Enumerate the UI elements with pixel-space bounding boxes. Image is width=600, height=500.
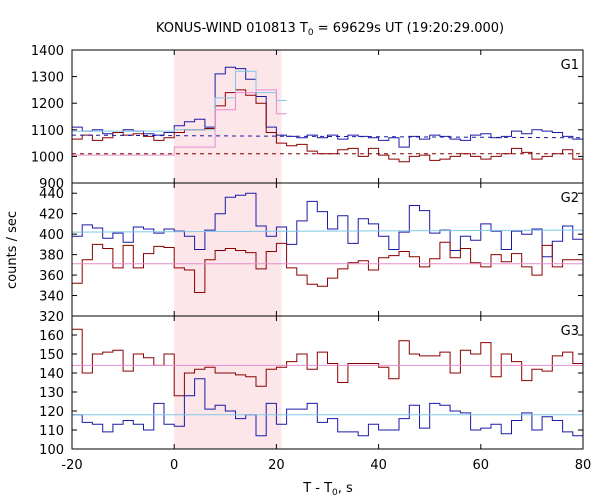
g2-series-1-counts	[72, 192, 583, 258]
g1-y-tick-label: 1000	[31, 150, 64, 165]
g2-y-tick-label: 380	[39, 249, 64, 264]
x-tick-label: 40	[370, 458, 387, 473]
x-axis-label: T - T0, s	[302, 481, 353, 498]
g1-y-tick-label: 1400	[31, 44, 64, 59]
g2-panel-label: G2	[561, 191, 579, 206]
g2-y-tick-label: 420	[39, 208, 64, 223]
g1-y-tick-label: 1100	[31, 124, 64, 139]
x-tick-label: 0	[170, 458, 178, 473]
plot-area: 90010001100120013001400G1320340360380400…	[31, 44, 591, 473]
g1-series-1-counts	[72, 66, 583, 148]
g3-panel-label: G3	[561, 324, 579, 339]
g3-y-tick-label: 130	[39, 386, 64, 401]
x-tick-label: -20	[61, 458, 82, 473]
y-axis-label: counts / sec	[5, 211, 20, 289]
g3-y-tick-label: 140	[39, 367, 64, 382]
g1-series-4-counts	[72, 89, 287, 156]
g2-series-3-mean	[71, 229, 584, 233]
g2-y-tick-label: 360	[39, 269, 64, 284]
g3-y-tick-label: 120	[39, 405, 64, 420]
burst-interval-band	[174, 50, 282, 449]
g1-panel-label: G1	[561, 58, 579, 73]
g1-y-tick-label: 1300	[31, 71, 64, 86]
g3-y-tick-label: 160	[39, 329, 64, 344]
g1-series-2-counts	[72, 89, 583, 163]
g2-y-tick-label: 440	[39, 187, 64, 202]
g1-y-tick-label: 1200	[31, 97, 64, 112]
g1-panel-frame	[71, 49, 584, 184]
g3-series-2-counts	[72, 378, 583, 437]
g2-series-2-counts	[72, 241, 583, 293]
g3-y-tick-label: 100	[39, 443, 64, 458]
g1-series-3-counts	[72, 70, 287, 132]
g3-y-tick-label: 150	[39, 348, 64, 363]
g1-y-tick-label: 900	[39, 177, 64, 192]
g2-y-tick-label: 400	[39, 228, 64, 243]
g2-y-tick-label: 320	[39, 310, 64, 325]
x-tick-label: 80	[575, 458, 592, 473]
g3-panel-frame	[71, 315, 584, 450]
g3-series-1-counts	[72, 328, 583, 397]
chart-title: KONUS-WIND 010813 T0 = 69629s UT (19:20:…	[156, 21, 504, 38]
g3-y-tick-label: 110	[39, 424, 64, 439]
g1-series-5-background	[71, 134, 584, 139]
g2-y-tick-label: 340	[39, 290, 64, 305]
x-tick-label: 20	[268, 458, 285, 473]
x-tick-label: 60	[473, 458, 490, 473]
